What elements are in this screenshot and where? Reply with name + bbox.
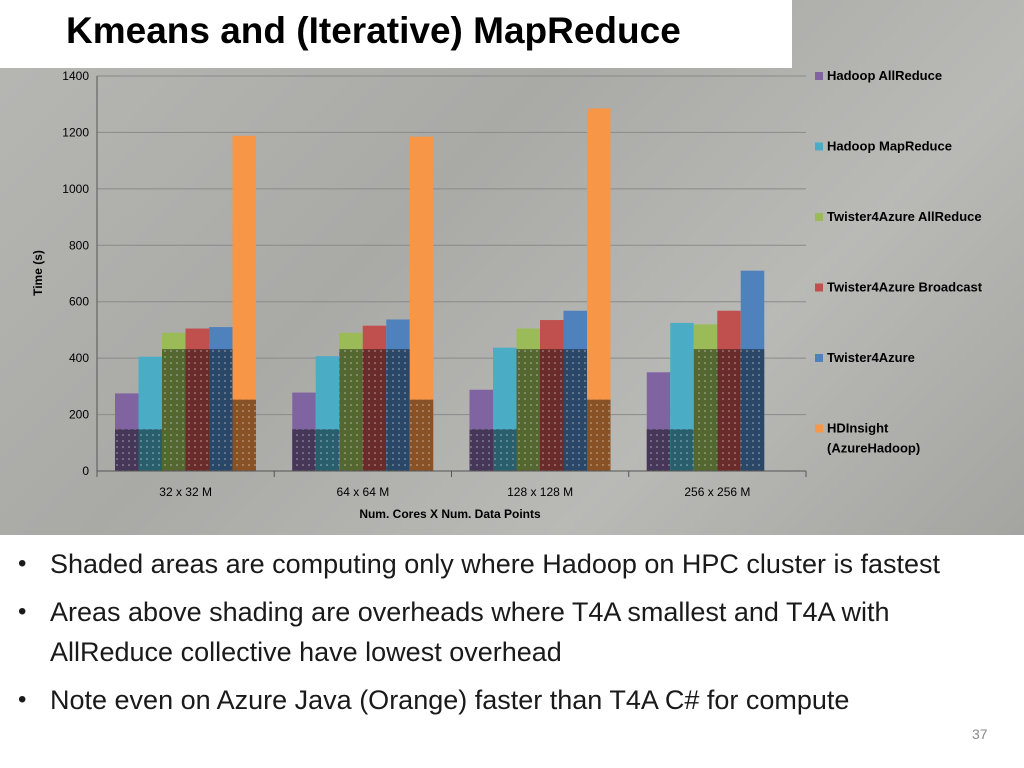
bar-shaded-pattern [516,349,540,471]
legend-swatch [815,142,823,151]
bullet-item: • Areas above shading are overheads where… [18,592,1018,672]
x-axis-label: Num. Cores X Num. Data Points [359,507,541,521]
bar-shaded-pattern [315,429,340,471]
bar-shaded-pattern [409,399,434,471]
x-tick-label: 32 x 32 M [159,485,212,499]
bullet-list: • Shaded areas are computing only where H… [18,544,1018,728]
y-tick-label: 600 [69,295,89,309]
bar-shaded-pattern [185,349,209,471]
bullet-item: • Shaded areas are computing only where H… [18,544,1018,584]
bullet-text: Note even on Azure Java (Orange) faster … [50,685,850,715]
y-tick-label: 200 [69,408,89,422]
legend-swatch [815,72,823,80]
bar-shaded-pattern [670,429,694,471]
bullet-dot-icon: • [18,686,27,713]
bar [409,136,434,472]
bar-shaded-pattern [469,429,493,471]
bullet-text: Areas above shading are overheads where … [50,597,890,667]
axes: 0 200 400 600 800 1000 1200 1400 32 x 32 M 64 x 6… [62,69,807,499]
y-tick-label: 400 [69,351,89,365]
legend-label: Twister4Azure AllReduce [827,209,982,224]
bar-shaded-pattern [493,429,517,471]
y-tick-label: 800 [69,238,89,252]
legend-swatch [815,424,823,433]
bar-chart: 0 200 400 600 800 1000 1200 1400 32 x 32 M 64 x 6… [31,68,983,521]
bar-shaded-pattern [232,399,256,471]
slide-number: 37 [972,726,988,742]
bar [232,135,256,472]
bar-shaded-pattern [646,429,671,471]
bar-shaded-pattern [693,349,718,471]
y-tick-label: 0 [82,464,89,478]
legend-label: Twister4Azure [827,350,915,365]
legend-label: Hadoop AllReduce [827,68,942,83]
bar-shaded-pattern [209,349,233,471]
slide-title: Kmeans and (Iterative) MapReduce [66,10,681,51]
bullet-dot-icon: • [18,550,27,577]
bar-shaded-pattern [138,429,162,471]
title-box: Kmeans and (Iterative) MapReduce [0,0,792,68]
legend-label: HDInsight (AzureHadoop) [827,421,920,456]
bar-shaded-pattern [740,349,765,471]
legend-swatch [815,213,823,221]
bar-shaded-pattern [115,429,139,471]
bars [115,108,765,472]
bar-shaded-pattern [162,349,186,471]
bar-shaded-pattern [587,399,611,471]
bullet-text: Shaded areas are computing only where Ha… [50,549,940,579]
legend: Hadoop AllReduce Hadoop MapReduce Twister4… [815,68,983,456]
bullet-item: • Note even on Azure Java (Orange) faster… [18,680,1018,720]
bar-shaded-pattern [339,349,363,471]
x-tick-label: 64 x 64 M [337,485,390,499]
y-axis-label: Time (s) [31,250,45,296]
x-tick-label: 128 x 128 M [507,485,573,499]
y-tick-label: 1200 [62,125,89,139]
bullet-dot-icon: • [18,598,27,625]
bar-shaded-pattern [717,349,741,471]
bar-shaded-pattern [386,349,410,471]
bar-shaded-pattern [292,429,316,471]
legend-label: Twister4Azure Broadcast [827,280,983,295]
bar [587,108,611,472]
legend-label: Hadoop MapReduce [827,139,952,154]
y-tick-label: 1000 [62,182,89,196]
bar-shaded-pattern [362,349,387,471]
y-tick-label: 1400 [62,69,89,83]
x-tick-label: 256 x 256 M [684,485,750,499]
bar-shaded-pattern [540,349,564,471]
bar-shaded-pattern [563,349,587,471]
legend-swatch [815,283,823,292]
legend-swatch [815,354,823,362]
